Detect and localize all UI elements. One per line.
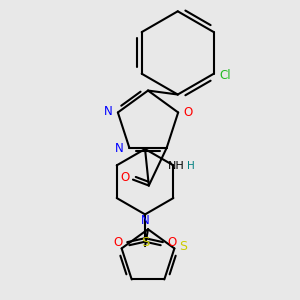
Text: N: N xyxy=(103,105,112,118)
Text: NH: NH xyxy=(168,161,185,171)
Text: S: S xyxy=(141,236,149,249)
Text: S: S xyxy=(179,240,187,253)
Text: H: H xyxy=(187,161,194,171)
Text: Cl: Cl xyxy=(220,69,232,82)
Text: O: O xyxy=(167,236,176,249)
Text: O: O xyxy=(114,236,123,249)
Text: O: O xyxy=(184,106,193,119)
Text: N: N xyxy=(141,214,149,227)
Text: O: O xyxy=(120,171,130,184)
Text: N: N xyxy=(115,142,124,155)
